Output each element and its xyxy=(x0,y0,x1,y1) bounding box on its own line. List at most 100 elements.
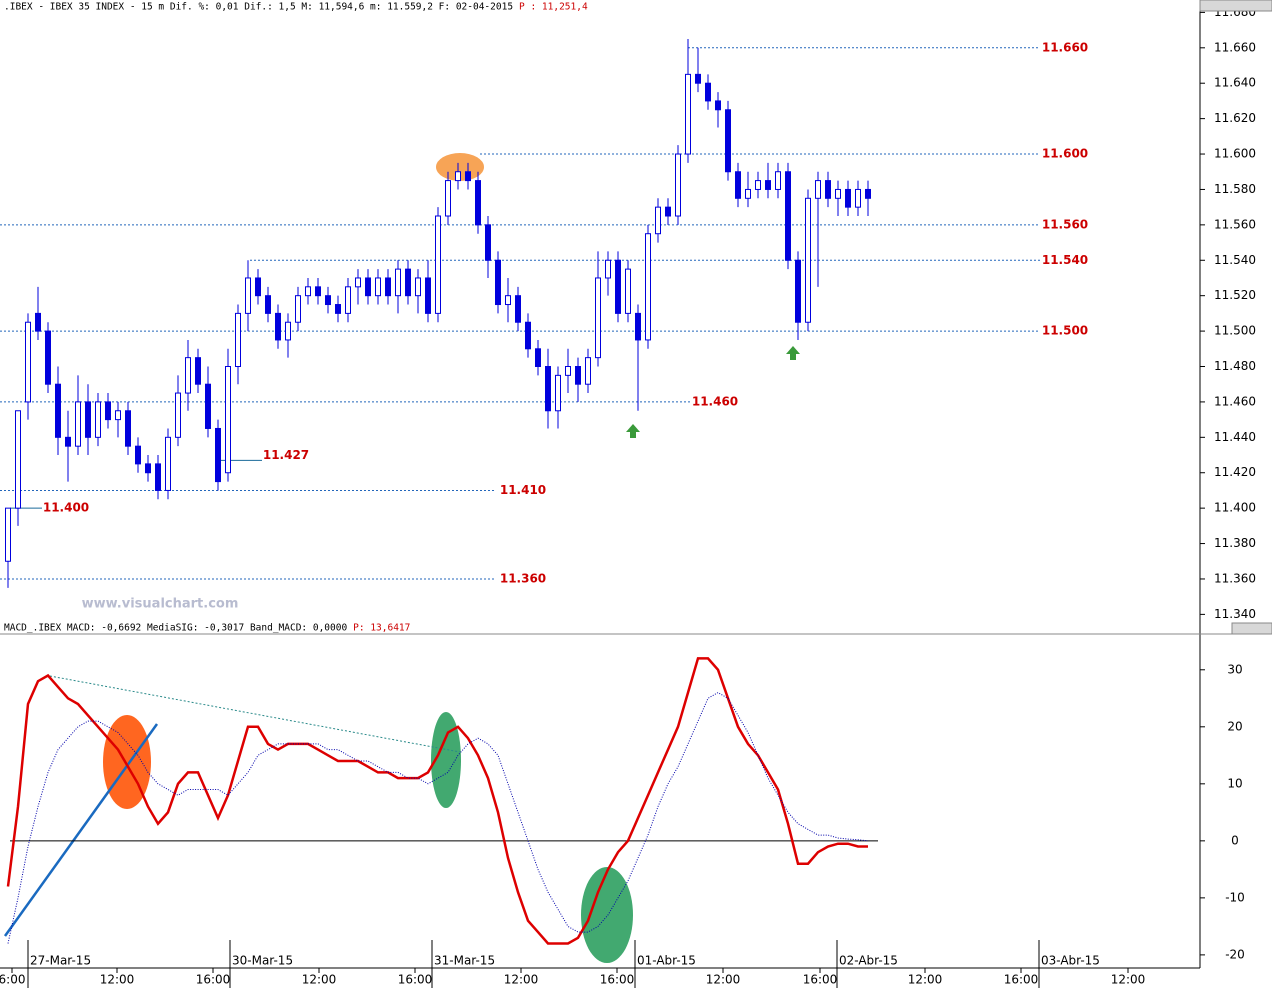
date-label: 03-Abr-15 xyxy=(1041,954,1100,968)
y-tick-label: 11.660 xyxy=(1214,40,1256,54)
level-label: 11.560 xyxy=(1042,217,1088,231)
y-tick-label: 11.420 xyxy=(1214,465,1256,479)
candle-body xyxy=(795,259,801,323)
y-tick-label: -10 xyxy=(1225,890,1245,904)
candle-body xyxy=(225,366,231,474)
y-tick-label: 11.540 xyxy=(1214,253,1256,267)
candle-body xyxy=(515,295,521,323)
candle-body xyxy=(325,295,331,306)
candle-body xyxy=(415,277,421,297)
level-label: 11.460 xyxy=(692,394,738,408)
candle-body xyxy=(835,188,841,199)
candle-body xyxy=(675,153,681,217)
x-tick-label: 16:00 xyxy=(398,973,433,987)
candle-body xyxy=(595,277,601,359)
y-tick-label: 11.560 xyxy=(1214,217,1256,231)
candle-body xyxy=(35,312,41,332)
candle-body xyxy=(185,357,191,394)
y-tick-label: 11.380 xyxy=(1214,536,1256,550)
candle-body xyxy=(195,357,201,385)
candle-body xyxy=(155,463,161,491)
watermark: www.visualchart.com xyxy=(82,597,239,612)
price-header: .IBEX - IBEX 35 INDEX - 15 m Dif. %: 0,0… xyxy=(4,2,513,13)
candle-body xyxy=(165,436,171,491)
candle-body xyxy=(455,171,461,182)
candle-body xyxy=(635,312,641,341)
candle-body xyxy=(175,392,181,438)
price-header-value: P : 11,251,4 xyxy=(519,2,588,13)
candle-body xyxy=(615,259,621,314)
up-arrow xyxy=(786,346,800,360)
candle-body xyxy=(505,295,511,306)
candle-body xyxy=(535,348,541,368)
candle-body xyxy=(555,374,561,412)
candle-body xyxy=(215,427,221,483)
candle-body xyxy=(285,321,291,341)
candle-body xyxy=(45,330,51,385)
candle-body xyxy=(695,73,701,84)
y-tick-label: 11.340 xyxy=(1214,607,1256,621)
candle-body xyxy=(245,277,251,314)
y-tick-label: -20 xyxy=(1225,947,1245,961)
candle-body xyxy=(275,312,281,341)
x-tick-label: 12:00 xyxy=(706,973,741,987)
candle-body xyxy=(495,259,501,306)
candle-body xyxy=(15,410,21,509)
candle-body xyxy=(235,312,241,368)
candle-body xyxy=(855,188,861,208)
candle-body xyxy=(315,286,321,297)
candle-body xyxy=(145,463,151,474)
candle-body xyxy=(525,321,531,350)
y-tick-label: 11.640 xyxy=(1214,76,1256,90)
level-label: 11.600 xyxy=(1042,147,1088,161)
candle-body xyxy=(445,180,451,217)
y-tick-label: 11.480 xyxy=(1214,359,1256,373)
x-tick-label: 6:00 xyxy=(0,973,25,987)
candle-body xyxy=(735,171,741,199)
candle-body xyxy=(405,268,411,297)
candle-body xyxy=(845,188,851,208)
y-tick-label: 11.360 xyxy=(1214,571,1256,585)
candle-body xyxy=(645,233,651,341)
candle-body xyxy=(305,286,311,297)
y-tick-label: 11.460 xyxy=(1214,394,1256,408)
candle-body xyxy=(265,295,271,314)
highlight-ellipse xyxy=(431,712,461,808)
level-label: 11.360 xyxy=(500,571,546,585)
button-bar xyxy=(1231,622,1272,635)
candle-body xyxy=(355,277,361,288)
candle-body xyxy=(755,180,761,190)
y-tick-label: 0 xyxy=(1231,833,1239,847)
y-tick-label: 11.500 xyxy=(1214,324,1256,338)
candle-body xyxy=(365,277,371,297)
candle-body xyxy=(685,73,691,155)
candle-body xyxy=(725,109,731,173)
candle-body xyxy=(205,383,211,429)
candle-body xyxy=(865,188,871,199)
candle-body xyxy=(385,277,391,297)
candle-body xyxy=(375,277,381,297)
candle-body xyxy=(825,180,831,199)
candle-body xyxy=(295,295,301,323)
candle-body xyxy=(5,507,11,562)
y-tick-label: 11.400 xyxy=(1214,501,1256,515)
date-label: 01-Abr-15 xyxy=(637,954,696,968)
x-tick-label: 12:00 xyxy=(100,973,135,987)
candle-body xyxy=(435,215,441,314)
level-label: 11.410 xyxy=(500,483,546,497)
y-tick-label: 11.520 xyxy=(1214,288,1256,302)
candle-body xyxy=(625,268,631,314)
candle-body xyxy=(125,410,131,447)
candle-body xyxy=(785,171,791,261)
candle-body xyxy=(745,188,751,199)
x-tick-label: 16:00 xyxy=(803,973,838,987)
candle-body xyxy=(425,277,431,314)
y-tick-label: 11.440 xyxy=(1214,430,1256,444)
date-label: 02-Abr-15 xyxy=(839,954,898,968)
candle-body xyxy=(545,366,551,412)
candle-body xyxy=(775,171,781,190)
candle-body xyxy=(465,171,471,182)
candle-body xyxy=(705,82,711,102)
candle-body xyxy=(475,180,481,226)
